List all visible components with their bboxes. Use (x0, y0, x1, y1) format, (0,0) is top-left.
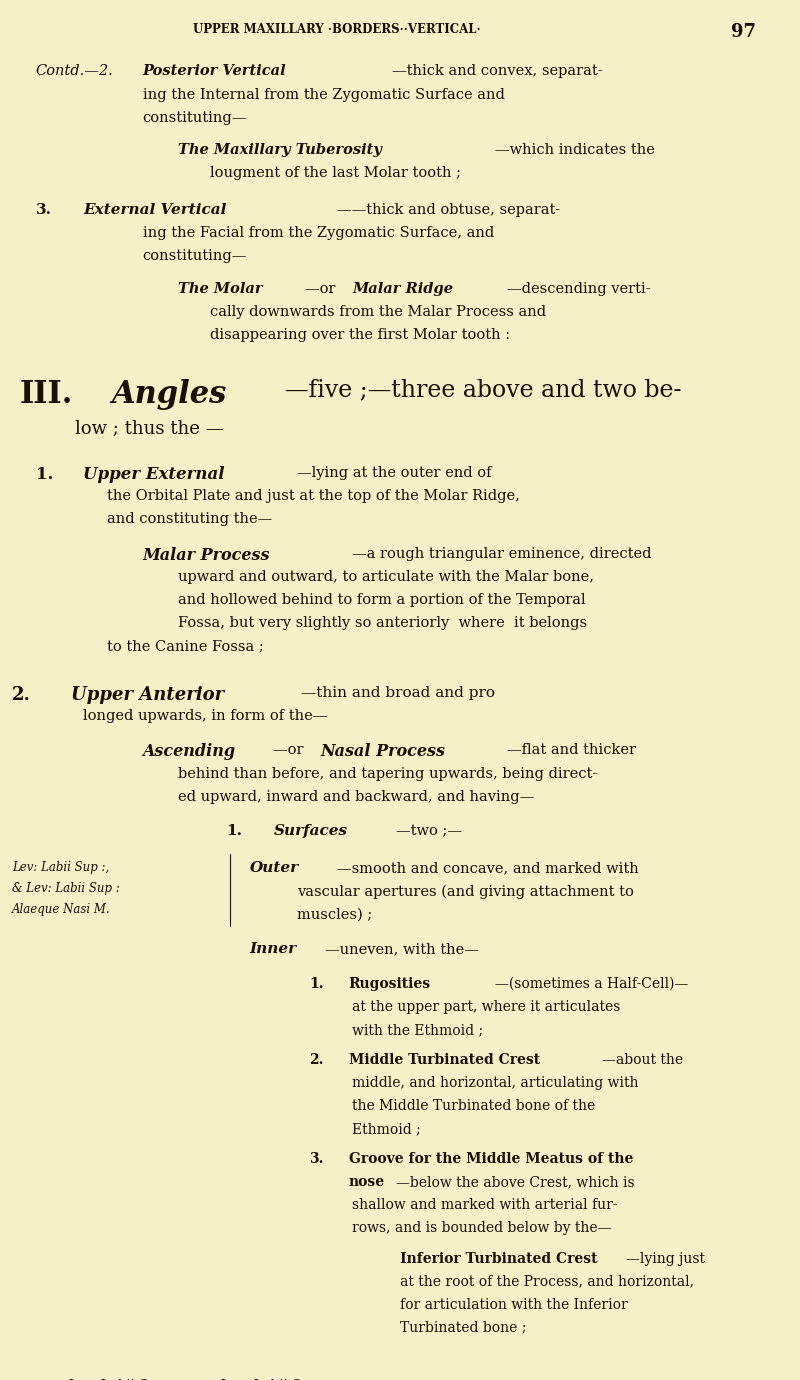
Text: —five ;—three above and two be-: —five ;—three above and two be- (286, 378, 682, 402)
Text: at the upper part, where it articulates: at the upper part, where it articulates (353, 999, 621, 1014)
Text: Angles: Angles (111, 378, 226, 410)
Text: —(sometimes a Half-Cell)—: —(sometimes a Half-Cell)— (495, 977, 688, 991)
Text: cally downwards from the Malar Process and: cally downwards from the Malar Process a… (210, 305, 546, 319)
Text: —about the: —about the (602, 1053, 683, 1067)
Text: —thick and convex, separat-: —thick and convex, separat- (392, 65, 602, 79)
Text: ——thick and obtuse, separat-: ——thick and obtuse, separat- (337, 203, 560, 217)
Text: ing the Facial from the Zygomatic Surface, and: ing the Facial from the Zygomatic Surfac… (142, 226, 494, 240)
Text: Alaeque Nasi M.: Alaeque Nasi M. (12, 903, 110, 916)
Text: at the root of the Process, and horizontal,: at the root of the Process, and horizont… (400, 1275, 694, 1289)
Text: —smooth and concave, and marked with: —smooth and concave, and marked with (337, 861, 638, 875)
Text: & Lev: Labii Sup :: & Lev: Labii Sup : (12, 882, 120, 896)
Text: —uneven, with the—: —uneven, with the— (325, 943, 478, 956)
Text: rows, and is bounded below by the—: rows, and is bounded below by the— (353, 1221, 612, 1235)
Text: 2.: 2. (12, 686, 31, 704)
Text: Inner: Inner (250, 943, 297, 956)
Text: —descending verti-: —descending verti- (507, 282, 650, 295)
Text: the Orbital Plate and just at the top of the Molar Ridge,: the Orbital Plate and just at the top of… (107, 490, 520, 504)
Text: Posterior Vertical: Posterior Vertical (142, 65, 286, 79)
Text: 3.: 3. (309, 1152, 323, 1166)
Text: External Vertical: External Vertical (83, 203, 226, 217)
Text: —or: —or (274, 744, 309, 758)
Text: Surfaces: Surfaces (274, 824, 347, 838)
Text: for articulation with the Inferior: for articulation with the Inferior (400, 1297, 628, 1312)
Text: Malar Ridge: Malar Ridge (353, 282, 454, 295)
Text: Malar Process: Malar Process (142, 546, 270, 564)
Text: III.: III. (20, 378, 74, 410)
Text: 1.: 1. (36, 466, 54, 483)
Text: Groove for the Middle Meatus of the: Groove for the Middle Meatus of the (349, 1152, 633, 1166)
Text: 2.: 2. (309, 1053, 323, 1067)
Text: the Middle Turbinated bone of the: the Middle Turbinated bone of the (353, 1098, 596, 1114)
Text: 3.: 3. (36, 203, 52, 217)
Text: longed upwards, in form of the—: longed upwards, in form of the— (83, 709, 328, 723)
Text: Ascending: Ascending (142, 744, 236, 760)
Text: ed upward, inward and backward, and having—: ed upward, inward and backward, and havi… (178, 789, 534, 803)
Text: ing the Internal from the Zygomatic Surface and: ing the Internal from the Zygomatic Surf… (142, 87, 505, 102)
Text: shallow and marked with arterial fur-: shallow and marked with arterial fur- (353, 1198, 618, 1213)
Text: —lying at the outer end of: —lying at the outer end of (297, 466, 491, 480)
Text: —thin and broad and pro: —thin and broad and pro (301, 686, 495, 700)
Text: Inferior Turbinated Crest: Inferior Turbinated Crest (400, 1252, 598, 1265)
Text: Middle Turbinated Crest: Middle Turbinated Crest (349, 1053, 540, 1067)
Text: The Molar: The Molar (178, 282, 263, 295)
Text: —two ;—: —two ;— (396, 824, 462, 838)
Text: Upper Anterior: Upper Anterior (71, 686, 225, 704)
Text: —below the above Crest, which is: —below the above Crest, which is (396, 1176, 634, 1190)
Text: 97: 97 (731, 23, 756, 41)
Text: —lying just: —lying just (626, 1252, 705, 1265)
Text: Lev: Labii Sup :,: Lev: Labii Sup :, (12, 861, 110, 874)
Text: behind than before, and tapering upwards, being direct-: behind than before, and tapering upwards… (178, 766, 598, 781)
Text: Fossa, but very slightly so anteriorly  where  it belongs: Fossa, but very slightly so anteriorly w… (178, 617, 587, 631)
Text: and constituting the—: and constituting the— (107, 512, 272, 527)
Text: —flat and thicker: —flat and thicker (507, 744, 636, 758)
Text: middle, and horizontal, articulating with: middle, and horizontal, articulating wit… (353, 1076, 639, 1090)
Text: Ethmoid ;: Ethmoid ; (353, 1122, 422, 1136)
Text: Contd.—2.: Contd.—2. (36, 65, 114, 79)
Text: vascular apertures (and giving attachment to: vascular apertures (and giving attachmen… (297, 885, 634, 898)
Text: Turbinated bone ;: Turbinated bone ; (400, 1321, 526, 1334)
Text: 1.: 1. (226, 824, 242, 838)
Text: low ; thus the —: low ; thus the — (75, 420, 224, 437)
Text: and hollowed behind to form a portion of the Temporal: and hollowed behind to form a portion of… (178, 593, 586, 607)
Text: 1.: 1. (309, 977, 323, 991)
Text: —which indicates the: —which indicates the (495, 144, 655, 157)
Text: lougment of the last Molar tooth ;: lougment of the last Molar tooth ; (210, 166, 461, 179)
Text: constituting—: constituting— (142, 250, 247, 264)
Text: constituting—: constituting— (142, 110, 247, 124)
Text: —a rough triangular eminence, directed: —a rough triangular eminence, directed (353, 546, 652, 562)
Text: to the Canine Fossa ;: to the Canine Fossa ; (107, 639, 264, 654)
Text: UPPER MAXILLARY ·BORDERS··VERTICAL·: UPPER MAXILLARY ·BORDERS··VERTICAL· (193, 23, 481, 36)
Text: Nasal Process: Nasal Process (321, 744, 446, 760)
Text: The Maxillary Tuberosity: The Maxillary Tuberosity (178, 144, 382, 157)
Text: disappearing over the first Molar tooth :: disappearing over the first Molar tooth … (210, 327, 510, 342)
Text: Lev: Lubii Sup :   a—   Lev: Lubii Sup: Lev: Lubii Sup : a— Lev: Lubii Sup (67, 1379, 318, 1380)
Text: —or: —or (305, 282, 340, 295)
Text: muscles) ;: muscles) ; (297, 908, 372, 922)
Text: Upper External: Upper External (83, 466, 225, 483)
Text: Outer: Outer (250, 861, 298, 875)
Text: nose: nose (349, 1176, 385, 1190)
Text: with the Ethmoid ;: with the Ethmoid ; (353, 1023, 484, 1036)
Text: Rugosities: Rugosities (349, 977, 430, 991)
Text: upward and outward, to articulate with the Malar bone,: upward and outward, to articulate with t… (178, 570, 594, 584)
